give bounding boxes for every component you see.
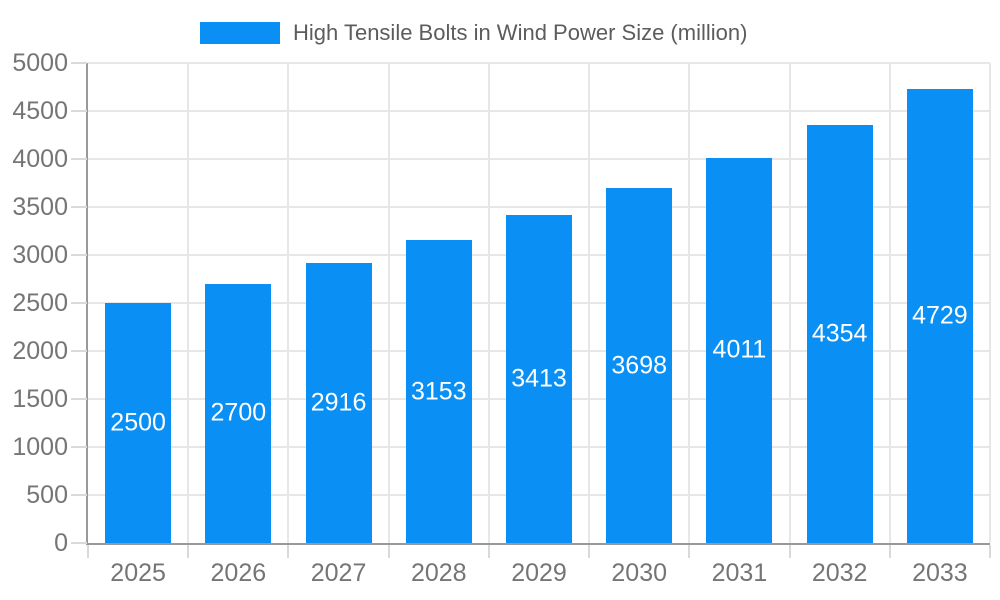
bar-2027[interactable]: 2916 xyxy=(305,263,372,543)
y-axis-tick xyxy=(71,398,87,400)
bar-value-label-2028: 3153 xyxy=(410,377,467,406)
plot-area: 2500 2700 2916 3153 3413 3698 4011 4354 4729 xyxy=(86,62,991,545)
v-gridline xyxy=(387,63,390,543)
y-axis-label-1000: 1000 xyxy=(12,433,68,461)
bar-2031[interactable]: 4011 xyxy=(706,157,773,543)
legend-swatch xyxy=(200,22,280,44)
v-gridline xyxy=(187,63,190,543)
y-axis-label-5000: 5000 xyxy=(12,49,68,77)
h-gridline-5000 xyxy=(88,62,990,64)
y-axis-label-2000: 2000 xyxy=(12,337,68,365)
y-axis-label-1500: 1500 xyxy=(12,385,68,413)
bar-value-label-2031: 4011 xyxy=(712,335,767,364)
y-axis-tick xyxy=(71,206,87,208)
v-gridline xyxy=(287,63,290,543)
x-axis-label-2027: 2027 xyxy=(310,559,367,587)
v-gridline xyxy=(888,63,891,543)
v-gridline xyxy=(688,63,691,543)
bar-value-label-2030: 3698 xyxy=(611,351,668,379)
bar-2025[interactable]: 2500 xyxy=(105,303,172,543)
x-axis-label-2026: 2026 xyxy=(210,559,267,587)
y-axis-tick xyxy=(71,494,87,496)
bar-value-label-2027: 2916 xyxy=(310,388,367,417)
h-gridline-4500 xyxy=(88,110,990,112)
bar-2029[interactable]: 3413 xyxy=(506,215,572,543)
y-axis-tick xyxy=(71,254,87,256)
y-axis-tick xyxy=(71,446,87,448)
y-axis-label-3000: 3000 xyxy=(12,241,68,269)
y-axis-label-4500: 4500 xyxy=(12,97,68,125)
h-gridline-3500 xyxy=(88,206,990,208)
x-axis-label-2029: 2029 xyxy=(511,559,567,587)
x-axis-tick xyxy=(187,545,190,558)
y-axis-tick xyxy=(71,110,87,112)
y-axis-label-4000: 4000 xyxy=(12,145,68,173)
v-gridline xyxy=(788,63,791,543)
y-axis-tick xyxy=(71,542,87,544)
y-axis-label-2500: 2500 xyxy=(12,289,68,317)
x-axis-tick xyxy=(87,545,89,558)
x-axis-tick xyxy=(989,545,991,558)
bar-2033[interactable]: 4729 xyxy=(906,89,973,543)
x-axis-tick xyxy=(387,545,390,558)
legend-item[interactable]: High Tensile Bolts in Wind Power Size (m… xyxy=(200,20,748,45)
h-gridline-4000 xyxy=(88,158,990,160)
y-axis-tick xyxy=(71,62,87,64)
bar-value-label-2033: 4729 xyxy=(912,301,968,330)
x-axis-tick xyxy=(487,545,490,558)
bar-value-label-2032: 4354 xyxy=(811,319,868,348)
bar-2028[interactable]: 3153 xyxy=(405,240,472,543)
v-gridline xyxy=(588,63,591,543)
bar-value-label-2026: 2700 xyxy=(210,398,267,427)
y-axis-label-0: 0 xyxy=(54,529,68,557)
y-axis-tick xyxy=(71,158,87,160)
y-axis-label-3500: 3500 xyxy=(12,193,68,221)
bar-2026[interactable]: 2700 xyxy=(205,283,272,543)
bar-value-label-2025: 2500 xyxy=(110,408,166,437)
v-gridline xyxy=(989,63,991,543)
bar-value-label-2029: 3413 xyxy=(511,364,567,393)
bar-2030[interactable]: 3698 xyxy=(606,188,673,543)
v-gridline xyxy=(487,63,490,543)
y-axis-tick xyxy=(71,302,87,304)
x-axis-label-2031: 2031 xyxy=(711,559,768,587)
x-axis-tick xyxy=(588,545,591,558)
legend-label: High Tensile Bolts in Wind Power Size (m… xyxy=(293,20,748,45)
x-axis-label-2030: 2030 xyxy=(611,559,668,587)
x-axis-label-2032: 2032 xyxy=(811,559,868,587)
x-axis-tick xyxy=(788,545,791,558)
x-axis-tick xyxy=(888,545,891,558)
x-axis-label-2033: 2033 xyxy=(912,559,968,587)
y-axis-label-500: 500 xyxy=(26,481,68,509)
x-axis-tick xyxy=(688,545,691,558)
y-axis-tick xyxy=(71,350,87,352)
bar-2032[interactable]: 4354 xyxy=(806,125,873,543)
x-axis-label-2025: 2025 xyxy=(110,559,166,587)
x-axis-tick xyxy=(287,545,290,558)
x-axis-label-2028: 2028 xyxy=(410,559,467,587)
